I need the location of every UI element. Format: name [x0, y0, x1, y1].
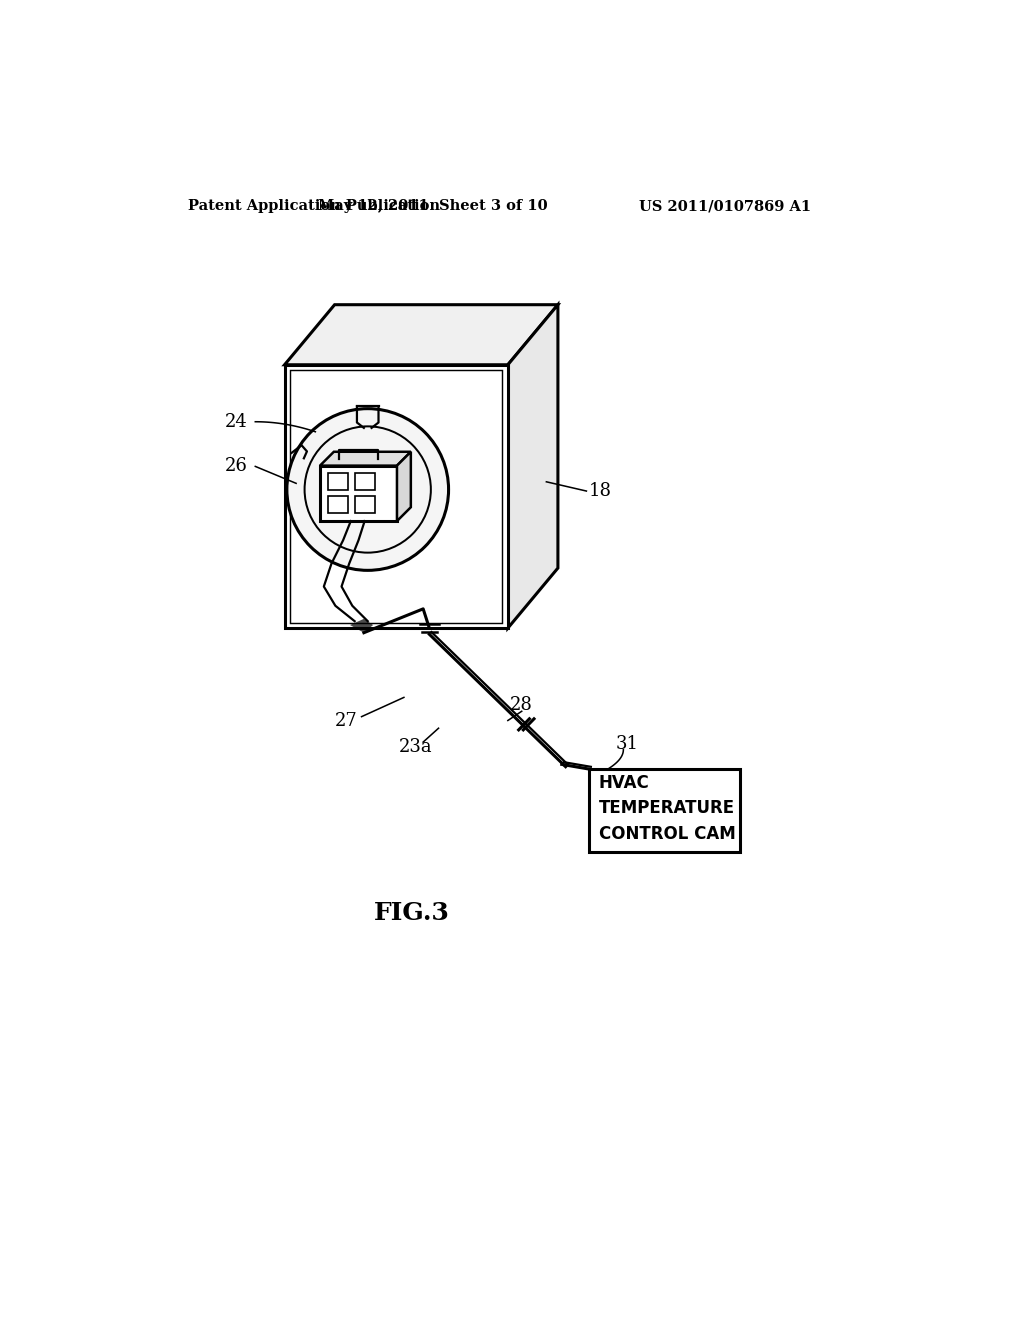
- Text: CONTROL CAM: CONTROL CAM: [599, 825, 735, 842]
- Text: US 2011/0107869 A1: US 2011/0107869 A1: [639, 199, 811, 213]
- Text: 26: 26: [224, 458, 248, 475]
- Polygon shape: [508, 305, 558, 628]
- Polygon shape: [319, 466, 397, 521]
- Polygon shape: [319, 451, 411, 466]
- Text: TEMPERATURE: TEMPERATURE: [599, 800, 735, 817]
- Text: May 12, 2011  Sheet 3 of 10: May 12, 2011 Sheet 3 of 10: [318, 199, 548, 213]
- Polygon shape: [285, 364, 508, 628]
- Text: HVAC: HVAC: [599, 774, 649, 792]
- Text: 28: 28: [510, 696, 534, 714]
- FancyBboxPatch shape: [590, 770, 739, 853]
- Polygon shape: [397, 451, 411, 521]
- Text: FIG.3: FIG.3: [374, 902, 450, 925]
- Polygon shape: [285, 305, 558, 364]
- Polygon shape: [350, 619, 373, 632]
- Text: 24: 24: [225, 413, 248, 430]
- Text: 31: 31: [615, 735, 639, 752]
- Text: Patent Application Publication: Patent Application Publication: [188, 199, 440, 213]
- Circle shape: [287, 409, 449, 570]
- Text: 27: 27: [335, 711, 357, 730]
- Text: 18: 18: [589, 482, 611, 500]
- Text: 23a: 23a: [398, 738, 432, 756]
